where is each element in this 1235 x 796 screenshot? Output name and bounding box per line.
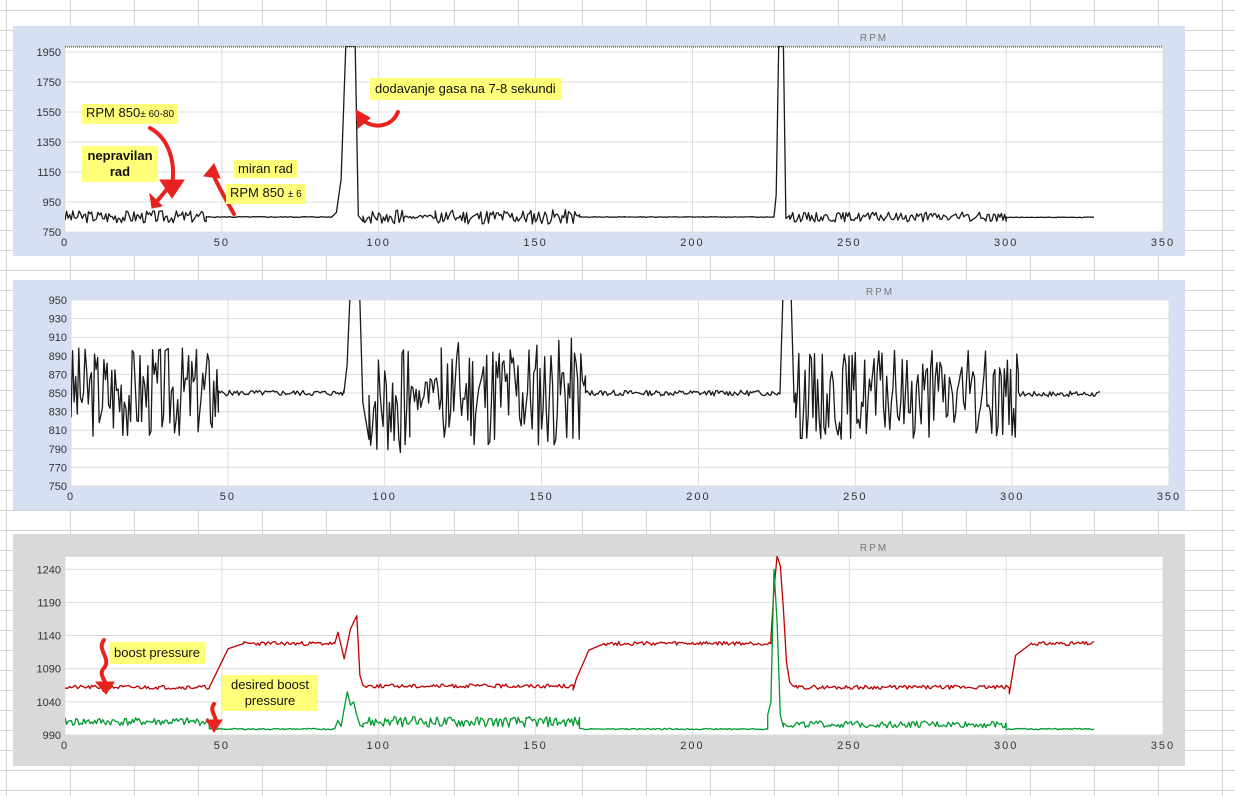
rpm-chart-2-panel: 0 50 100 150 200 250 300 350 950 930 910 890 870 850 8… (13, 280, 1185, 510)
annotation-miran-rad: miran rad (234, 160, 297, 178)
x-tick-label: 300 (994, 237, 1018, 249)
y-tick-label: 890 (49, 351, 67, 363)
annotation-rpm-850-6-range: ± 6 (287, 189, 302, 200)
series-line-1 (71, 300, 1101, 454)
y-tick-label: 1240 (37, 564, 61, 576)
y-tick-label: 1750 (37, 77, 61, 89)
x-tick-label: 50 (220, 491, 236, 503)
y-tick-label: 790 (49, 444, 67, 456)
arrow-nepravilan (149, 186, 170, 209)
arrow-boost-pressure-head (94, 681, 115, 695)
y-tick-label: 850 (49, 388, 67, 400)
y-tick-label: 810 (49, 425, 67, 437)
x-tick-label: 350 (1151, 740, 1175, 752)
x-tick-label: 50 (214, 740, 230, 752)
annotation-boost-pressure: boost pressure (109, 642, 205, 664)
x-tick-label: 0 (61, 740, 69, 752)
annotation-nepravilan-rad: nepravilan rad (82, 146, 158, 182)
x-tick-label: 250 (843, 491, 867, 503)
x-tick-label: 350 (1157, 491, 1181, 503)
annotation-rpm-850-text: RPM 850 (86, 105, 141, 120)
y-tick-label: 1950 (37, 47, 61, 59)
chart-title: RPM (866, 287, 894, 298)
boost-chart-panel: 0 50 100 150 200 250 300 350 1240 1190 1140 1090 104… (13, 534, 1185, 766)
series-line-1 (65, 46, 1094, 225)
arrow-desired-boost (205, 702, 223, 733)
y-tick-label: 1040 (37, 697, 61, 709)
arrow-boost-pressure (94, 638, 115, 695)
x-tick-label: 300 (994, 740, 1018, 752)
arrow-nepravilan-head (149, 192, 164, 209)
y-tick-label: 950 (43, 197, 61, 209)
arrow-rpm-850-range-shaft (148, 126, 175, 188)
annotation-rpm-850-range: RPM 850± 60-80 (82, 104, 179, 124)
x-tick-label: 250 (837, 740, 861, 752)
annotation-miran-rad-text: miran rad (238, 161, 293, 176)
x-tick-label: 100 (367, 237, 391, 249)
annotation-rpm-850-6: RPM 850 ± 6 (226, 184, 306, 204)
x-tick-label: 350 (1151, 237, 1175, 249)
annotation-rpm-850-6-text: RPM 850 (230, 185, 285, 200)
annotation-dodavanje-text: dodavanje gasa na 7-8 sekundi (375, 81, 556, 96)
arrow-miran-rad-head (203, 163, 221, 179)
rpm-chart-1: 0 50 100 150 200 250 300 350 1950 1750 1550 1350 115… (13, 26, 1185, 256)
annotation-desired-boost-text: desired boost pressure (230, 677, 310, 708)
annotation-rpm-850-range-text: ± 60-80 (140, 109, 175, 120)
boost-chart: 0 50 100 150 200 250 300 350 1240 1190 1140 1090 104… (13, 534, 1185, 766)
arrow-dodavanje-head (355, 109, 371, 129)
series-line-1 (65, 556, 1095, 695)
y-tick-label: 750 (49, 481, 67, 493)
y-tick-label: 1350 (37, 137, 61, 149)
y-tick-label: 1190 (37, 597, 61, 609)
chart-title: RPM (860, 33, 888, 44)
y-tick-label: 1140 (37, 631, 61, 643)
y-tick-label: 750 (43, 227, 61, 239)
y-tick-label: 870 (49, 369, 67, 381)
y-tick-label: 770 (49, 462, 67, 474)
annotation-dodavanje-gasa: dodavanje gasa na 7-8 sekundi (370, 78, 561, 100)
y-tick-label: 1090 (37, 664, 61, 676)
x-tick-label: 200 (680, 237, 704, 249)
x-tick-label: 200 (680, 740, 704, 752)
x-tick-label: 0 (61, 237, 69, 249)
x-tick-label: 150 (523, 237, 547, 249)
y-tick-label: 830 (49, 407, 67, 419)
x-tick-label: 150 (523, 740, 547, 752)
y-tick-label: 1150 (37, 167, 61, 179)
x-tick-label: 100 (373, 491, 397, 503)
annotation-desired-boost: desired boost pressure (222, 675, 318, 711)
arrow-nepravilan-shaft (156, 186, 170, 202)
y-tick-label: 910 (49, 332, 67, 344)
y-tick-label: 930 (49, 314, 67, 326)
arrow-desired-boost-head (205, 719, 223, 733)
x-tick-label: 0 (67, 491, 75, 503)
arrow-dodavanje (355, 109, 400, 129)
x-tick-label: 150 (529, 491, 553, 503)
series-line-2 (65, 568, 1095, 731)
y-tick-label: 1550 (37, 107, 61, 119)
chart-title: RPM (860, 543, 888, 554)
x-tick-label: 300 (1000, 491, 1024, 503)
x-tick-label: 200 (686, 491, 710, 503)
x-tick-label: 250 (837, 237, 861, 249)
rpm-chart-1-panel: 0 50 100 150 200 250 300 350 1950 1750 1550 1350 115… (13, 26, 1185, 256)
annotation-nepravilan-text: nepravilan rad (87, 148, 153, 179)
rpm-chart-2: 0 50 100 150 200 250 300 350 950 930 910 890 870 850 8… (13, 280, 1185, 510)
y-tick-label: 990 (43, 730, 61, 742)
y-tick-label: 950 (49, 295, 67, 307)
arrow-miran-rad (203, 163, 236, 216)
x-tick-label: 50 (214, 237, 230, 249)
x-tick-label: 100 (367, 740, 391, 752)
annotation-boost-pressure-text: boost pressure (114, 645, 200, 660)
